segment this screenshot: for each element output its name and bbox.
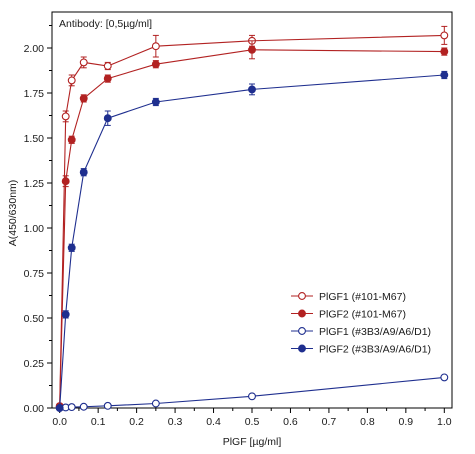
legend-label: PlGF2 (#3B3/A9/A6/D1): [319, 344, 431, 356]
data-point: [151, 42, 160, 51]
y-tick-label: 1.00: [24, 223, 45, 235]
data-point: [103, 62, 112, 70]
y-tick-label: 1.50: [24, 133, 45, 145]
x-axis-title: PlGF [µg/ml]: [223, 436, 282, 448]
x-tick-label: 0.9: [399, 416, 414, 428]
data-point: [79, 58, 88, 67]
y-tick-label: 0.75: [24, 268, 45, 280]
legend-label: PlGF1 (#101-M67): [319, 291, 406, 303]
data-point: [248, 392, 256, 401]
data-point: [103, 114, 112, 123]
data-point: [61, 310, 70, 319]
data-point: [61, 177, 70, 186]
series-line-2: [59, 49, 445, 407]
series-line-1: [59, 34, 445, 407]
data-point: [67, 76, 76, 85]
x-tick-label: 0.7: [322, 416, 337, 428]
data-point: [440, 71, 449, 79]
legend-marker: [298, 327, 306, 335]
y-tick-label: 0.25: [24, 358, 45, 370]
x-tick-label: 0.2: [129, 416, 144, 428]
legend-marker: [298, 309, 306, 318]
data-point: [67, 135, 76, 144]
data-point: [55, 404, 64, 412]
legend-label: PlGF2 (#101-M67): [319, 309, 406, 321]
data-point: [248, 45, 256, 54]
x-tick-label: 0.1: [91, 416, 106, 428]
legend-marker: [298, 292, 306, 300]
data-point: [79, 402, 88, 411]
legend-label: PlGF1 (#3B3/A9/A6/D1): [319, 326, 431, 338]
y-tick-label: 2.00: [24, 43, 45, 55]
data-point: [61, 112, 70, 121]
data-point: [440, 373, 449, 382]
data-point: [151, 60, 160, 69]
x-tick-label: 0.8: [360, 416, 375, 428]
x-tick-label: 0.6: [283, 416, 298, 428]
data-point: [79, 94, 88, 103]
x-tick-label: 0.5: [245, 416, 260, 428]
series-line-4: [59, 74, 445, 409]
data-point: [151, 399, 160, 408]
data-point: [151, 98, 160, 106]
x-tick-label: 0.4: [206, 416, 221, 428]
y-tick-label: 1.25: [24, 178, 45, 190]
data-point: [440, 47, 449, 56]
data-point: [67, 243, 76, 252]
data-point: [67, 403, 76, 412]
data-point: [248, 85, 256, 94]
chart-annotation: Antibody: [0,5µg/ml]: [59, 18, 152, 30]
data-point: [103, 401, 112, 410]
data-point: [440, 31, 449, 40]
y-axis-title: A(450/630nm): [7, 180, 19, 247]
y-tick-label: 0.50: [24, 313, 45, 325]
legend-marker: [298, 344, 306, 353]
x-tick-label: 0.0: [52, 416, 67, 428]
x-tick-label: 1.0: [437, 416, 452, 428]
data-point: [79, 168, 88, 177]
y-tick-label: 1.75: [24, 88, 45, 100]
x-tick-label: 0.3: [168, 416, 183, 428]
data-point: [103, 74, 112, 83]
y-tick-label: 0.00: [24, 403, 45, 415]
